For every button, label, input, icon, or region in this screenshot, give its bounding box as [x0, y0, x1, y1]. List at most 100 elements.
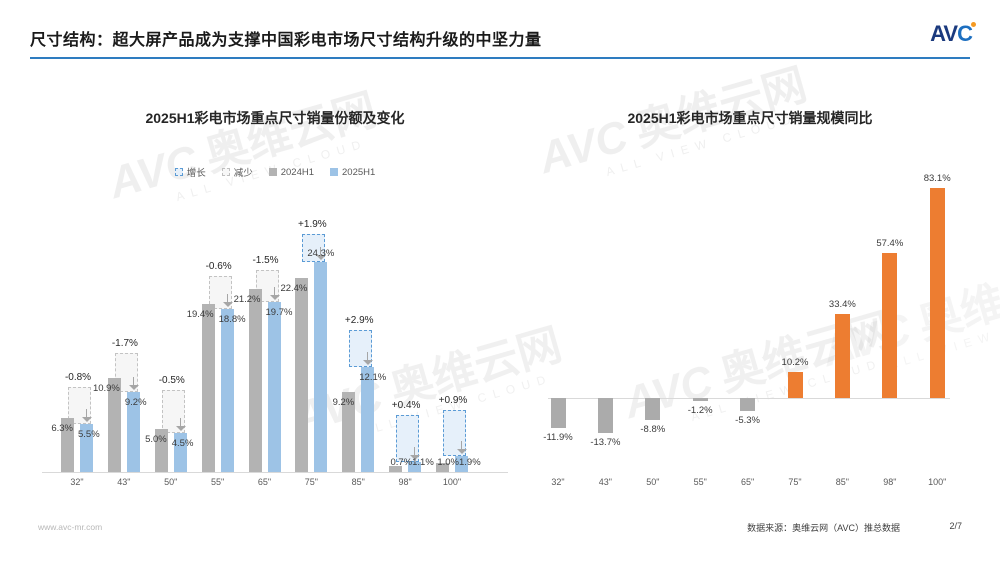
- bar-2024h1: [436, 463, 449, 472]
- x-axis-label: 85": [835, 477, 849, 487]
- bar-2025h1: [455, 455, 468, 472]
- footer-page-number: 2/7: [949, 521, 962, 531]
- value-label-2024h1: 19.4%: [186, 309, 214, 321]
- value-label-2025h1: 1.1%: [412, 457, 434, 468]
- value-label-2024h1: 0.7%: [390, 457, 413, 468]
- yoy-bar-negative: [740, 398, 756, 412]
- x-axis-label: 75": [788, 477, 802, 487]
- x-axis-label: 43": [117, 477, 131, 487]
- change-label: -0.5%: [158, 375, 185, 387]
- x-axis-label: 55": [211, 477, 225, 487]
- yoy-chart-title: 2025H1彩电市场重点尺寸销量规模同比: [627, 110, 873, 126]
- bar-2025h1: [314, 261, 328, 472]
- change-label: +0.9%: [438, 394, 468, 406]
- change-arrowhead-icon: [363, 360, 374, 366]
- change-arrow-icon: [367, 352, 369, 362]
- yoy-bar-negative: [645, 398, 661, 421]
- value-label-2025h1: 18.8%: [218, 314, 246, 326]
- change-arrowhead-icon: [128, 385, 139, 391]
- bar-2024h1: [154, 428, 168, 472]
- page-title: 尺寸结构：超大屏产品成为支撑中国彩电市场尺寸结构升级的中坚力量: [30, 32, 542, 49]
- value-label-2025h1: 24.3%: [307, 247, 335, 259]
- bar-2024h1: [248, 288, 262, 472]
- value-label-2025h1: 19.7%: [265, 306, 293, 318]
- bar-2024h1: [61, 417, 74, 472]
- value-label-2024h1: 10.9%: [92, 382, 120, 394]
- value-label-2025h1: 1.9%: [459, 457, 481, 468]
- x-axis-label: 100": [442, 477, 462, 487]
- bar-2025h1: [80, 424, 93, 472]
- x-axis-label: 32": [551, 477, 565, 487]
- bar-2025h1: [361, 367, 375, 472]
- change-arrowhead-icon: [82, 417, 92, 423]
- yoy-value-label: -1.2%: [687, 405, 713, 417]
- change-arrow-icon: [132, 377, 134, 387]
- share-chart-baseline baseline: [42, 472, 508, 473]
- yoy-bar-negative: [550, 398, 566, 429]
- yoy-bar-positive: [882, 252, 898, 398]
- share-chart-legend: 增长 减少 2024H1 2025H1: [40, 165, 510, 179]
- x-axis-label: 43": [598, 477, 612, 487]
- increase-annotation-box: [443, 409, 466, 456]
- value-label-2025h1: 4.5%: [171, 438, 194, 450]
- bar-2024h1: [295, 278, 309, 472]
- change-arrow-icon: [461, 440, 462, 450]
- x-axis-label: 50": [164, 477, 178, 487]
- change-arrowhead-icon: [316, 254, 327, 260]
- bar-2025h1: [220, 309, 234, 472]
- yoy-bar-positive: [834, 313, 850, 398]
- change-label: -1.7%: [111, 338, 138, 350]
- change-label: -0.8%: [64, 372, 92, 384]
- change-arrow-icon: [179, 418, 181, 428]
- value-label-2024h1: 9.2%: [332, 397, 355, 409]
- logo-text-av: AV: [930, 21, 958, 46]
- value-label-2024h1: 6.3%: [51, 422, 73, 434]
- header-divider: [30, 57, 970, 59]
- legend-label: 增长: [186, 168, 206, 179]
- x-axis-label: 65": [257, 477, 272, 487]
- change-arrowhead-icon: [457, 448, 467, 454]
- legend-item-solid-blue: 2025H1: [330, 167, 375, 178]
- decrease-annotation-box: [161, 390, 185, 434]
- legend-item-dashed-blue: 增长: [174, 165, 206, 179]
- legend-label: 减少: [233, 168, 253, 179]
- change-arrowhead-icon: [222, 302, 233, 308]
- yoy-value-label: -11.9%: [543, 432, 573, 444]
- legend-swatch-icon: [174, 168, 183, 176]
- legend-swatch-icon: [268, 168, 277, 176]
- yoy-value-label: 57.4%: [876, 237, 904, 249]
- bar-2024h1: [389, 465, 403, 472]
- bar-2025h1: [267, 301, 281, 472]
- value-label-2024h1: 21.2%: [233, 293, 261, 305]
- change-label: -0.6%: [205, 261, 232, 273]
- x-axis-label: 100": [928, 477, 947, 487]
- value-label-2024h1: 5.0%: [145, 433, 167, 445]
- change-arrow-icon: [226, 294, 228, 304]
- bar-2025h1: [173, 433, 187, 472]
- bar-2024h1: [342, 392, 356, 472]
- avc-logo: AVC: [930, 21, 976, 46]
- bar-2025h1: [408, 462, 422, 472]
- share-chart-title: 2025H1彩电市场重点尺寸销量份额及变化: [145, 110, 405, 126]
- yoy-bar-negative: [692, 398, 708, 402]
- change-arrow-icon: [273, 286, 275, 296]
- bar-2024h1: [201, 304, 215, 472]
- change-arrowhead-icon: [269, 294, 280, 300]
- legend-swatch-icon: [221, 168, 230, 176]
- decrease-annotation-box: [68, 387, 91, 425]
- legend-label: 2025H1: [342, 166, 376, 178]
- legend-label: 2024H1: [280, 166, 315, 178]
- change-arrowhead-icon: [410, 455, 421, 461]
- yoy-value-label: -5.3%: [735, 415, 760, 427]
- x-axis-label: 55": [693, 477, 707, 487]
- value-label-2024h1: 22.4%: [280, 283, 308, 295]
- footer-website: www.avc-mr.com: [38, 522, 103, 532]
- change-label: +0.4%: [391, 400, 421, 412]
- yoy-value-label: 83.1%: [923, 173, 951, 184]
- x-axis-label: 98": [398, 477, 412, 487]
- x-axis-label: 65": [740, 477, 755, 487]
- yoy-bar-positive: [929, 188, 945, 398]
- yoy-value-label: 10.2%: [781, 357, 809, 369]
